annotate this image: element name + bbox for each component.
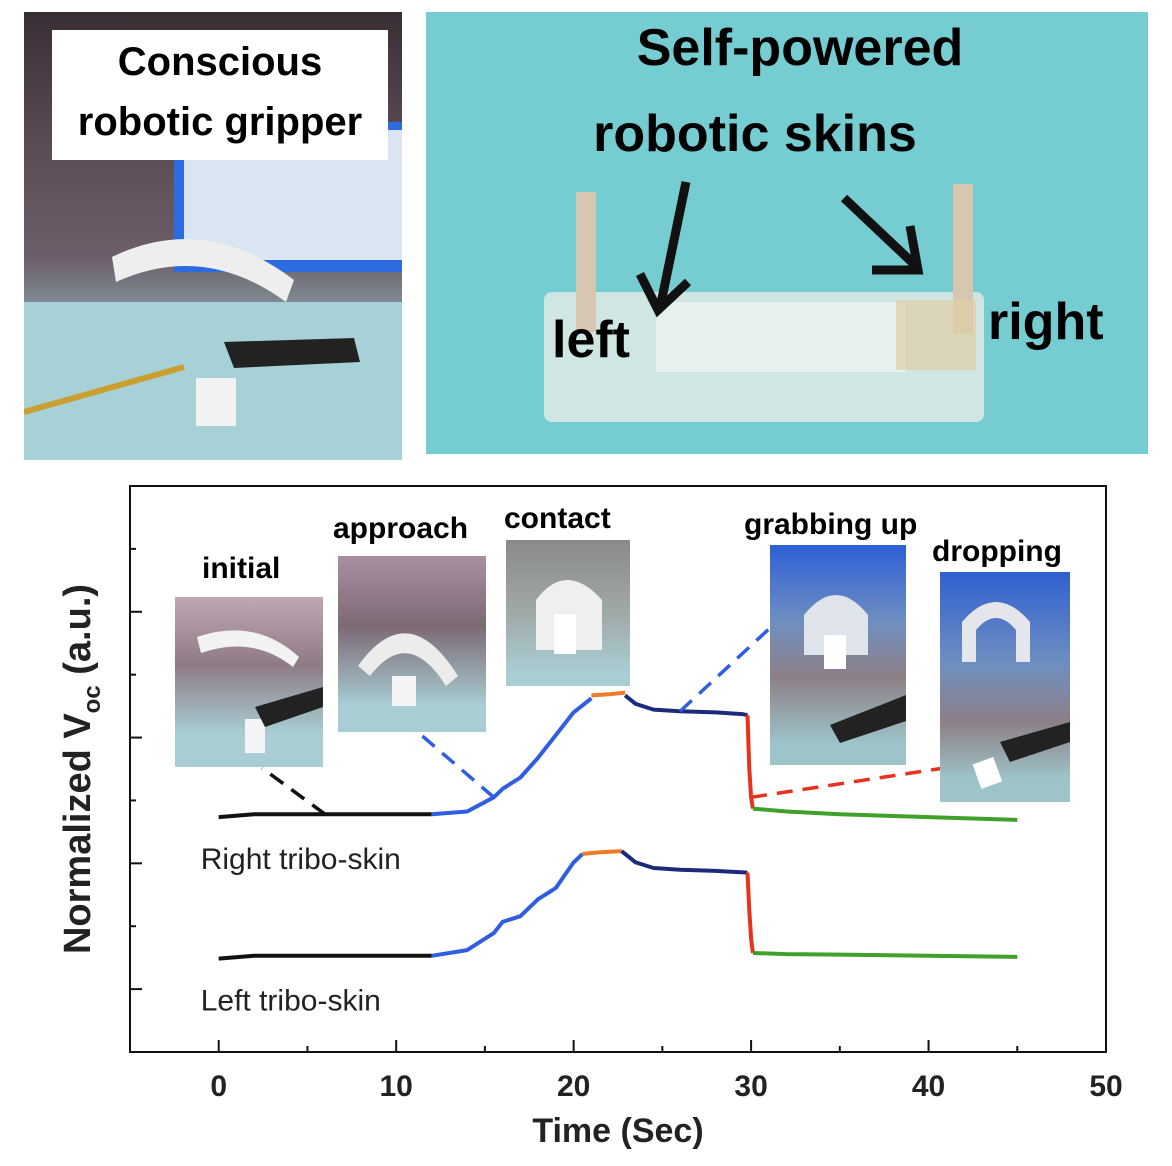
inset-contact-drawing: [536, 580, 602, 654]
plot-layer: 0 10 20 30 40 50 Time (Sec) Normalized Voc (a.u…: [57, 485, 1123, 1150]
inset-approach-gripper: [358, 633, 458, 686]
inset-dropping-drawing: [962, 602, 1070, 789]
skins-title-line1: Self-powered: [636, 19, 964, 77]
x-tick-label-40: 40: [912, 1070, 945, 1103]
series-right-after: [752, 806, 1018, 822]
inset-initial-drawing: [197, 630, 323, 753]
x-tick-label-0: 0: [210, 1070, 227, 1103]
small-object: [196, 378, 236, 426]
gripper-finger: [112, 239, 294, 302]
inset-label-initial: initial: [202, 552, 281, 585]
skins-photo-drawing: [544, 181, 984, 422]
arrow-right-head: [872, 225, 924, 275]
series-left-dropping: [745, 872, 755, 954]
series-right-approach: [431, 696, 593, 817]
table-tape: [24, 364, 185, 415]
series-label-right: Right tribo-skin: [201, 843, 401, 876]
inset-dropping-block: [1000, 722, 1070, 762]
series-left-after: [752, 951, 1018, 959]
inset-dropping-photo: [940, 572, 1070, 802]
skins-title-line2: robotic skins: [593, 105, 917, 163]
skins-photo: [426, 12, 1148, 454]
series-left-approach: [431, 852, 584, 958]
inset-initial-block: [255, 687, 323, 727]
y-axis-label: Normalized Voc (a.u.): [57, 584, 106, 954]
inset-dropping-object: [972, 756, 1003, 789]
x-tick-label-10: 10: [379, 1070, 412, 1103]
inset-grabbing-object: [824, 635, 846, 669]
inset-label-contact: contact: [504, 502, 611, 535]
inset-contact-photo: [506, 540, 630, 686]
series-left-initial: [218, 953, 432, 961]
gripper-title-line2: robotic gripper: [77, 100, 363, 144]
y-axis-label-unit: (a.u.): [57, 584, 99, 685]
x-axis-label: Time (Sec): [532, 1112, 703, 1150]
inset-label-dropping: dropping: [932, 535, 1062, 568]
skin-center: [656, 302, 906, 372]
inset-grabbing-drawing: [804, 595, 906, 743]
inset-label-grabbing: grabbing up: [744, 508, 918, 541]
arrow-left: [655, 181, 691, 309]
series-left-contact: [582, 849, 622, 856]
left-electrode: [576, 192, 596, 332]
y-axis-label-main: Normalized V: [57, 713, 99, 954]
inset-label-approach: approach: [333, 512, 469, 545]
series-right-initial: [218, 812, 432, 820]
inset-initial-photo: [175, 597, 323, 767]
callout-dropping: [750, 766, 945, 800]
dark-block: [224, 338, 360, 368]
series-right-grabbing: [623, 693, 748, 718]
inset-grabbing-photo: [770, 545, 906, 765]
callout-grabbing: [678, 626, 772, 713]
right-skin-patch: [896, 300, 976, 370]
inset-initial-gripper: [197, 630, 299, 667]
callout-initial: [260, 766, 327, 816]
x-tick-label-20: 20: [557, 1070, 590, 1103]
inset-approach-photo: [338, 556, 486, 732]
plot-frame: [129, 485, 1107, 1053]
inset-grabbing-block: [830, 695, 906, 743]
callout-approach: [418, 732, 495, 799]
series-right-contact: [591, 690, 626, 698]
series-right-dropping: [745, 715, 755, 809]
y-axis-label-sub: oc: [79, 685, 106, 713]
right-electrode: [953, 184, 973, 334]
inset-approach-object: [392, 676, 416, 706]
inset-grabbing-gripper: [804, 595, 868, 655]
arrow-right: [840, 194, 920, 270]
inset-dropping-gripper: [962, 602, 1030, 662]
series-left-grabbing: [620, 849, 748, 875]
series-label-left: Left tribo-skin: [201, 985, 381, 1018]
arrow-left-head: [635, 271, 692, 318]
inset-initial-object: [245, 719, 265, 753]
skins-left-label: left: [552, 311, 630, 369]
inset-approach-drawing: [358, 633, 458, 706]
gripper-label-box: [52, 30, 388, 160]
inset-contact-object: [554, 614, 576, 654]
gripper-title-line1: Conscious: [117, 40, 323, 84]
skins-right-label: right: [988, 293, 1104, 351]
x-tick-label-50: 50: [1089, 1070, 1122, 1103]
x-tick-label-30: 30: [734, 1070, 767, 1103]
